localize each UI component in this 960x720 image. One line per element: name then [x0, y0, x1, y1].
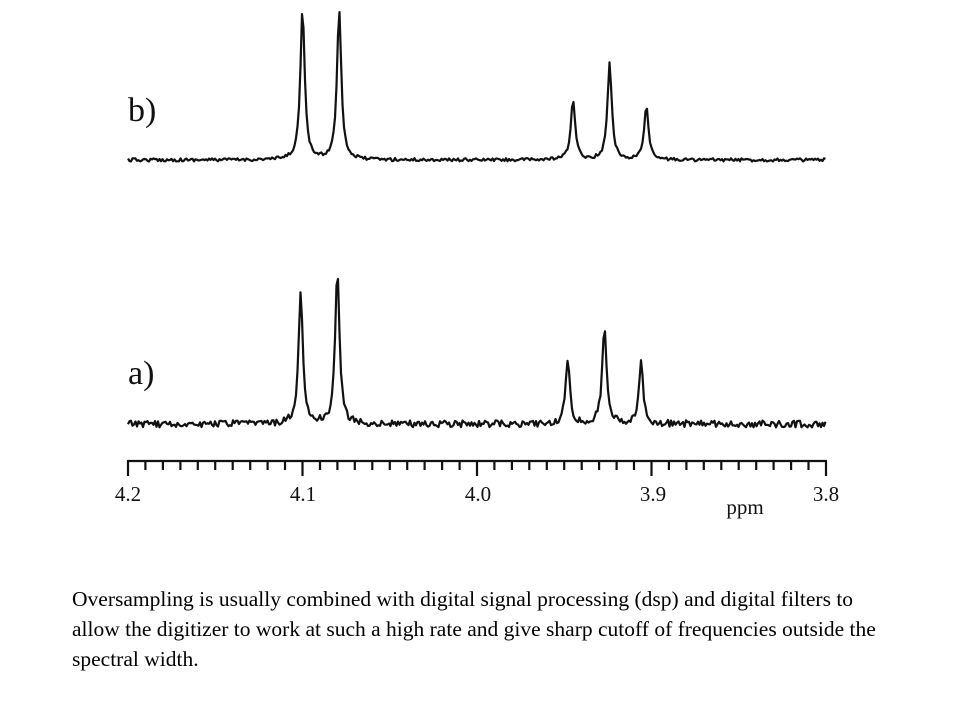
- tick-label-3-8: 3.8: [813, 482, 839, 506]
- tick-label-4-2: 4.2: [115, 482, 141, 506]
- panel-label-a: a): [128, 355, 154, 392]
- x-axis-ticks: [126, 461, 828, 476]
- x-axis-unit-label: ppm: [726, 495, 763, 519]
- tick-label-4-0: 4.0: [465, 482, 491, 506]
- nmr-spectrum-chart: b) a) 4.2 4.1 4.0 3.9 3.8 ppm: [115, 11, 839, 519]
- tick-label-4-1: 4.1: [290, 482, 316, 506]
- spectrum-trace-a: [127, 277, 827, 429]
- tick-label-3-9: 3.9: [640, 482, 666, 506]
- panel-label-b: b): [128, 92, 156, 129]
- spectrum-trace-b: [127, 11, 826, 163]
- caption-text: Oversampling is usually combined with di…: [72, 587, 876, 671]
